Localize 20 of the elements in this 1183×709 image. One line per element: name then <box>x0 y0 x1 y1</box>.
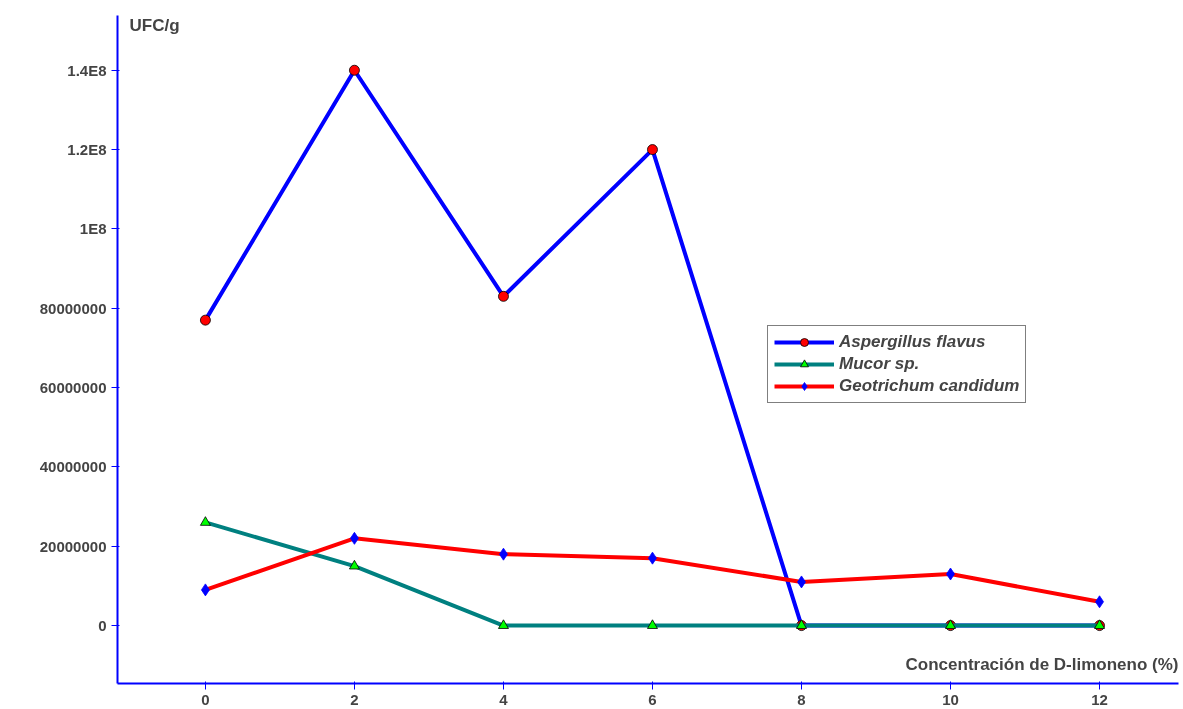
x-tick-label: 6 <box>648 690 657 708</box>
y-tick-label: 1.2E8 <box>67 141 107 159</box>
y-tick-label: 1E8 <box>79 220 107 238</box>
x-tick-label: 2 <box>350 690 359 708</box>
x-tick-label: 12 <box>1091 690 1108 708</box>
x-tick-label: 8 <box>797 690 806 708</box>
x-tick-label: 4 <box>499 690 509 708</box>
y-tick-label: 20000000 <box>39 537 107 555</box>
y-tick-label: 0 <box>98 617 107 635</box>
legend-label: Geotrichum candidum <box>839 376 1020 396</box>
x-tick-label: 0 <box>201 690 210 708</box>
y-tick-label: 60000000 <box>39 379 107 397</box>
y-tick-label: 80000000 <box>39 299 107 317</box>
y-tick-label: 40000000 <box>39 458 107 476</box>
y-axis-title: UFC/g <box>129 15 180 35</box>
y-tick-label: 1.4E8 <box>67 61 107 79</box>
legend-label: Mucor sp. <box>839 354 920 374</box>
legend-label: Aspergillus flavus <box>839 332 986 352</box>
x-axis-title: Concentración de D-limoneno (%) <box>905 654 1179 674</box>
x-tick-label: 10 <box>942 690 959 708</box>
